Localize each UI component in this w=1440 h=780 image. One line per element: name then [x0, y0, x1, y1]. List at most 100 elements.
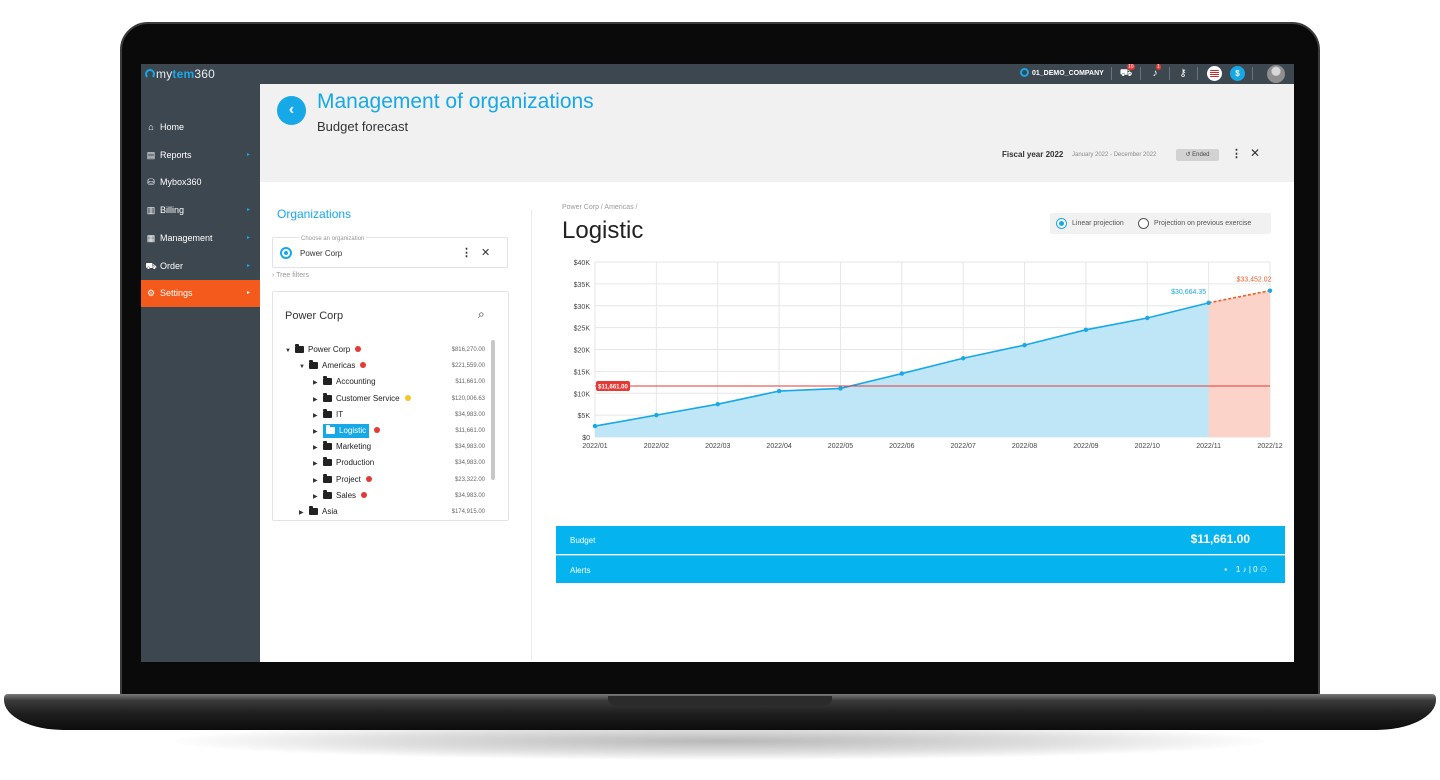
tree-node-body: Marketing: [323, 441, 371, 451]
tree-node[interactable]: ▼ Americas: [299, 358, 367, 374]
status-dot: [374, 427, 381, 433]
sidebar-item-label: Order: [160, 260, 184, 271]
tree-node-label: Accounting: [336, 377, 376, 387]
x-tick-label: 2022/01: [582, 443, 607, 450]
more-options-icon[interactable]: ⋮: [461, 247, 472, 259]
sidebar-item-settings[interactable]: ⚙ Settings ▸: [141, 280, 260, 308]
tree-node-amount: $23,322.00: [454, 476, 485, 483]
data-point: [592, 423, 598, 429]
data-point: [960, 356, 966, 361]
sidebar-item-management[interactable]: ▦ Management ▸: [141, 225, 260, 252]
linear-projection-radio[interactable]: [1056, 218, 1067, 229]
close-icon[interactable]: ✕: [1250, 146, 1261, 160]
user-avatar[interactable]: [1267, 65, 1285, 83]
data-point: [1083, 327, 1089, 333]
topbar-divider: [1197, 67, 1198, 80]
tree-node[interactable]: ▶ Asia: [299, 504, 338, 520]
tree-scrollbar[interactable]: [491, 340, 495, 480]
tree-node-label: Sales: [336, 490, 357, 500]
status-dot: [361, 491, 368, 498]
clear-icon[interactable]: ✕: [481, 247, 491, 259]
sidebar-item-billing[interactable]: ▥ Billing ▸: [141, 197, 260, 224]
currency-icon[interactable]: $: [1230, 66, 1245, 81]
sidebar-item-reports[interactable]: ▤ Reports ▸: [141, 142, 260, 169]
caret-right-icon[interactable]: ▶: [299, 510, 304, 516]
sidebar-item-order[interactable]: ⛟ Order ▸: [141, 253, 260, 280]
x-tick-label: 2022/04: [766, 443, 791, 450]
reports-icon: ▤: [146, 149, 156, 160]
settings-icon: ⚙: [146, 288, 156, 299]
caret-right-icon[interactable]: ▶: [313, 429, 318, 435]
search-icon[interactable]: ⌕: [478, 307, 485, 321]
main-content: ‹ Management of organizations Budget for…: [260, 84, 1294, 662]
folder-icon: [323, 473, 332, 483]
tree-filters-toggle[interactable]: › Tree filters: [272, 272, 309, 279]
chevron-right-icon: ▸: [246, 262, 250, 269]
y-tick-label: $20K: [574, 348, 591, 355]
status-badge: ↺ Ended: [1176, 149, 1219, 161]
chevron-left-icon: ‹: [288, 101, 295, 118]
linear-projection-label[interactable]: Linear projection: [1072, 220, 1124, 227]
tree-node[interactable]: ▶ Customer Service: [313, 391, 411, 407]
projected-point: [1267, 288, 1273, 293]
target-icon: [280, 247, 292, 259]
more-options-icon[interactable]: ⋮: [1231, 148, 1242, 160]
back-button[interactable]: ‹: [277, 96, 306, 125]
uk-flag-icon: ▪: [1224, 565, 1228, 574]
sidebar-item-mybox360[interactable]: ⛁ Mybox360: [141, 169, 260, 196]
folder-open-icon: [295, 344, 304, 353]
y-tick-label: $40K: [574, 260, 591, 267]
tree-node-label: Power Corp: [308, 345, 351, 354]
folder-open-icon: [309, 360, 318, 370]
status-dot: [355, 346, 362, 352]
projection-area: [1208, 290, 1270, 437]
projection-options: Linear projection Projection on previous…: [1050, 213, 1271, 234]
budget-forecast-chart: $0 $5K $10K $15K $20K $25K $30K $35K $40K 2022/01…: [574, 260, 1283, 450]
company-icon: [1020, 68, 1029, 77]
company-name: 01_DEMO_COMPANY: [1032, 70, 1104, 77]
top-bar: mytem360 01_DEMO_COMPANY ⛟ 10 ♪ 1 ⚷ $: [141, 64, 1294, 84]
tree-node[interactable]: ▶ Accounting: [313, 374, 376, 390]
caret-down-icon[interactable]: ▼: [299, 364, 305, 371]
tree-node-body: Sales: [323, 489, 357, 500]
tree-node[interactable]: ▶ IT: [313, 407, 343, 423]
tree-node[interactable]: ▼ Power Corp: [285, 342, 362, 358]
organization-select[interactable]: Choose an organization Power Corp ⋮ ✕: [272, 236, 508, 268]
us-flag-icon[interactable]: [1207, 66, 1222, 81]
tree-node[interactable]: ▶ Project: [313, 472, 372, 488]
sidebar-item-home[interactable]: ⌂ Home: [141, 114, 260, 141]
caret-right-icon[interactable]: ▶: [313, 461, 318, 468]
topbar-divider: [1111, 67, 1112, 80]
tree-node[interactable]: ▶ Sales: [313, 488, 368, 504]
caret-right-icon[interactable]: ▶: [313, 396, 318, 403]
data-point: [776, 388, 782, 394]
cart-icon[interactable]: ⛟ 10: [1119, 64, 1135, 79]
billing-icon: ▥: [146, 205, 156, 216]
chevron-right-icon: ▸: [246, 290, 250, 297]
previous-exercise-label[interactable]: Projection on previous exercise: [1154, 220, 1252, 227]
tree-node-label: Americas: [322, 361, 356, 371]
sidebar-item-label: Home: [160, 122, 185, 132]
company-selector[interactable]: 01_DEMO_COMPANY: [1020, 68, 1104, 77]
caret-right-icon[interactable]: ▶: [313, 445, 318, 452]
caret-right-icon[interactable]: ▶: [313, 380, 318, 387]
bell-icon[interactable]: ♪ 1: [1152, 64, 1161, 79]
budget-line-label: $11,661.00: [598, 384, 628, 390]
fiscal-year: Fiscal year 2022: [1002, 150, 1064, 159]
sidebar-item-label: Reports: [160, 149, 192, 160]
breadcrumb[interactable]: Power Corp / Americas /: [562, 204, 638, 211]
caret-right-icon[interactable]: ▶: [313, 493, 318, 500]
fiscal-range: January 2022 - December 2022: [1072, 152, 1157, 158]
bell-icon: ♪: [1242, 565, 1247, 574]
caret-down-icon[interactable]: ▼: [285, 348, 291, 354]
logo-text-prefix: my: [156, 67, 173, 81]
app-logo[interactable]: mytem360: [145, 67, 215, 81]
tree-node[interactable]: ▶ Marketing: [313, 439, 371, 455]
caret-right-icon[interactable]: ▶: [313, 477, 318, 484]
laptop-notch: [608, 696, 832, 706]
caret-right-icon[interactable]: ▶: [313, 412, 318, 419]
previous-exercise-radio[interactable]: [1138, 218, 1149, 229]
tree-node[interactable]: ▶ Production: [313, 455, 374, 471]
tree-node[interactable]: ▶ Logistic: [313, 423, 381, 439]
key-icon[interactable]: ⚷: [1179, 68, 1187, 79]
